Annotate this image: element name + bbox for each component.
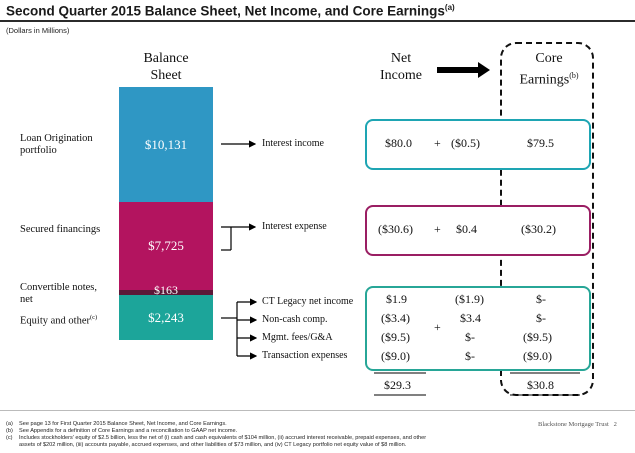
footnote-b-text: See Appendix for a definition of Core Ea… <box>19 428 238 434</box>
interest-income-core: $79.5 <box>527 136 554 150</box>
interest-expense-label: Interest expense <box>262 221 327 232</box>
mgmt-fees-adjustment: $- <box>465 330 475 344</box>
units-label: (Dollars in Millions) <box>6 26 70 35</box>
convertible-notes-label: Convertible notes, net <box>20 282 97 306</box>
interest-expense-box <box>365 205 591 256</box>
secured-financings-value: $7,725 <box>148 238 184 253</box>
footnote-c-continued-mark <box>6 442 19 449</box>
transaction-adjustment: $- <box>465 349 475 363</box>
net-income-total: $29.3 <box>384 378 411 392</box>
loan-origination-value: $10,131 <box>144 136 188 152</box>
ct-legacy-label: CT Legacy net income <box>262 296 354 307</box>
convertible-notes-label-line2: net <box>20 294 33 305</box>
title-divider <box>0 20 635 22</box>
ct-legacy-core: $- <box>536 292 546 306</box>
interest-expense-core: ($30.2) <box>521 222 556 236</box>
interest-income-box <box>365 119 591 170</box>
brand-footer: Blackstone Mortgage Trust 2 <box>538 421 617 428</box>
net-income-header-line2: Income <box>380 68 422 83</box>
convertible-notes-label-line1: Convertible notes, <box>20 282 97 293</box>
interest-income-adjustment: ($0.5) <box>451 136 480 150</box>
transaction-label: Transaction expenses <box>262 350 348 361</box>
title-footnote-marker: (a) <box>444 3 455 12</box>
core-earnings-total: $30.8 <box>527 378 554 392</box>
balance-sheet-header-line1: Balance <box>143 51 189 66</box>
core-earnings-footnote-marker: (b) <box>569 71 579 80</box>
net-income-header-line1: Net <box>390 51 412 66</box>
footnote-b: (b) See Appendix for a definition of Core… <box>6 428 526 435</box>
expenses-plus: + <box>434 320 441 334</box>
footnote-c-continued-text: assets of $202 million, (iii) accounts p… <box>19 442 407 448</box>
non-cash-net: ($3.4) <box>381 311 410 325</box>
non-cash-adjustment: $3.4 <box>460 311 481 325</box>
footnote-c-continued: assets of $202 million, (iii) accounts p… <box>6 442 526 449</box>
interest-income-label: Interest income <box>262 138 324 149</box>
loan-origination-bar: $10,131 <box>119 87 213 202</box>
ct-legacy-net: $1.9 <box>386 292 407 306</box>
expenses-box <box>365 286 591 371</box>
transaction-net: ($9.0) <box>381 349 410 363</box>
interest-expense-plus: + <box>434 222 441 236</box>
footnote-divider <box>0 410 635 411</box>
net-to-core-arrow <box>437 62 490 78</box>
equity-footnote-marker: (c) <box>89 314 98 321</box>
footnote-b-mark: (b) <box>6 428 13 434</box>
loan-origination-label-line2: portfolio <box>20 145 57 156</box>
interest-expense-adjustment: $0.4 <box>456 222 477 236</box>
core-earnings-header-line1: Core <box>535 51 563 66</box>
footnotes: (a) See page 13 for First Quarter 2015 Ba… <box>6 421 526 449</box>
secured-financings-bar: $7,725 <box>119 202 213 290</box>
non-cash-label: Non-cash comp. <box>262 314 328 325</box>
equity-value: $2,243 <box>148 309 184 325</box>
balance-sheet-header-line2: Sheet <box>150 68 182 83</box>
page-number: 2 <box>613 421 617 428</box>
title-text: Second Quarter 2015 Balance Sheet, Net I… <box>6 3 445 19</box>
footnote-a: (a) See page 13 for First Quarter 2015 Ba… <box>6 421 526 428</box>
net-income-header: Net Income <box>368 50 434 84</box>
equity-label-text: Equity and other <box>20 315 90 327</box>
footnote-c-text: Includes stockholders’ equity of $2.5 bi… <box>19 435 427 441</box>
brand-name: Blackstone Mortgage Trust <box>538 421 609 428</box>
core-earnings-header-line2: Earnings <box>519 72 570 88</box>
interest-income-plus: + <box>434 136 441 150</box>
transaction-core: ($9.0) <box>523 349 552 363</box>
mgmt-fees-net: ($9.5) <box>381 330 410 344</box>
footnote-a-text: See page 13 for First Quarter 2015 Balan… <box>19 421 227 427</box>
equity-bar: $2,243 <box>119 295 213 340</box>
footnote-c-mark: (c) <box>6 435 13 441</box>
equity-label: Equity and other(c) <box>20 312 97 328</box>
footnote-a-mark: (a) <box>6 421 13 427</box>
mgmt-fees-label: Mgmt. fees/G&A <box>262 332 333 343</box>
interest-income-net: $80.0 <box>385 136 412 150</box>
loan-origination-label-line1: Loan Origination <box>20 133 93 144</box>
mgmt-fees-core: ($9.5) <box>523 330 552 344</box>
page-title: Second Quarter 2015 Balance Sheet, Net I… <box>6 3 455 19</box>
core-earnings-header: Core Earnings(b) <box>503 50 595 89</box>
loan-origination-label: Loan Origination portfolio <box>20 133 93 157</box>
footnote-c: (c) Includes stockholders’ equity of $2.5… <box>6 435 526 442</box>
non-cash-core: $- <box>536 311 546 325</box>
balance-sheet-header: Balance Sheet <box>119 50 213 84</box>
convertible-notes-bar <box>119 290 213 295</box>
convertible-notes-value: $163 <box>154 283 178 297</box>
secured-financings-label: Secured financings <box>20 224 101 235</box>
interest-expense-net: ($30.6) <box>378 222 413 236</box>
ct-legacy-adjustment: ($1.9) <box>455 292 484 306</box>
